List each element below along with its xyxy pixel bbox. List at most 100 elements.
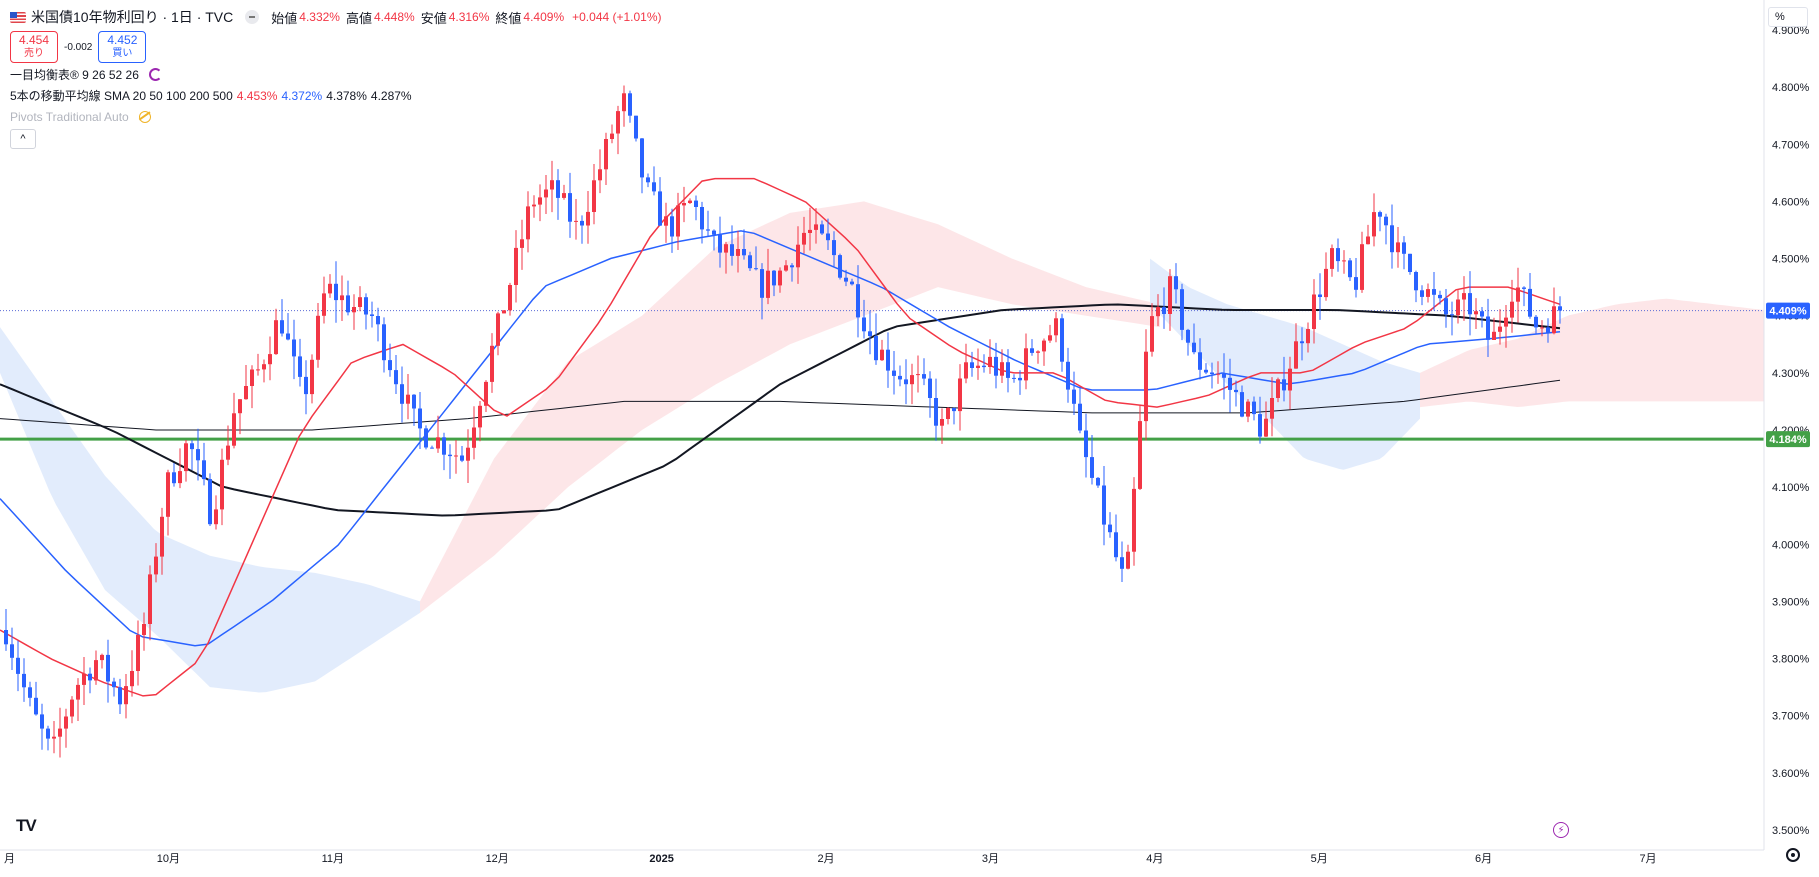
- candle-body: [1150, 316, 1154, 352]
- candle-body: [1318, 294, 1322, 297]
- y-tick-label: 4.000%: [1772, 539, 1810, 551]
- flash-icon[interactable]: ⚡: [1553, 822, 1569, 838]
- candle-body: [574, 220, 578, 222]
- x-tick-label: 11月: [322, 853, 344, 865]
- trade-row: 4.454 売り -0.002 4.452 買い: [10, 30, 662, 64]
- indicator-ichimoku[interactable]: 一目均衡表® 9 26 52 26: [10, 64, 662, 85]
- cloud-segment-2: [1150, 258, 1420, 470]
- candle-body: [652, 182, 656, 192]
- hidden-eye-icon[interactable]: [138, 110, 151, 123]
- candle-body: [1474, 311, 1478, 315]
- candle-body: [1348, 260, 1352, 278]
- candle-body: [124, 686, 128, 705]
- minus-icon[interactable]: [245, 10, 260, 24]
- buy-button[interactable]: 4.452 買い: [98, 31, 147, 63]
- candle-body: [1372, 212, 1376, 237]
- y-tick-label: 3.500%: [1772, 825, 1810, 837]
- candle-body: [508, 285, 512, 311]
- indicator-sma[interactable]: 5本の移動平均線 SMA 20 50 100 200 500 4.453% 4.…: [10, 85, 662, 106]
- candle-body: [970, 362, 974, 368]
- candle-body: [982, 365, 986, 368]
- last-price-tag-text: 4.409%: [1769, 306, 1807, 318]
- price-axis[interactable]: 4.900%4.800%4.700%4.600%4.500%4.400%4.30…: [1772, 25, 1810, 837]
- candle-body: [790, 265, 794, 268]
- candle-body: [1366, 236, 1370, 245]
- candle-body: [112, 681, 116, 688]
- candle-body: [16, 657, 20, 674]
- candle-body: [160, 516, 164, 557]
- candle-body: [784, 265, 788, 271]
- candle-body: [1546, 327, 1550, 334]
- x-tick-label: 10月: [157, 853, 180, 865]
- y-tick-label: 4.900%: [1772, 25, 1810, 37]
- candle-body: [538, 197, 542, 205]
- candle-body: [550, 180, 554, 190]
- candle-body: [1516, 287, 1520, 302]
- candle-body: [520, 239, 524, 248]
- candle-body: [1396, 242, 1400, 253]
- candle-body: [328, 283, 332, 294]
- candle-body: [1300, 341, 1304, 344]
- candle-body: [226, 445, 230, 460]
- chart-legend: 米国債10年物利回り · 1日 · TVC 始値 4.332% 高値 4.448…: [10, 6, 662, 149]
- indicator-pivots[interactable]: Pivots Traditional Auto: [10, 106, 662, 127]
- candle-body: [688, 200, 692, 203]
- candle-body: [1210, 372, 1214, 374]
- time-axis[interactable]: 月 10月 11月 12月 2025 2月 3月 4月 5月 6月 7月: [4, 853, 1657, 865]
- candle-body: [1306, 329, 1310, 344]
- candle-body: [964, 362, 968, 379]
- candle-body: [454, 455, 458, 457]
- candle-body: [268, 354, 272, 365]
- candle-body: [604, 139, 608, 170]
- candle-body: [526, 206, 530, 240]
- symbol-title[interactable]: 米国債10年物利回り · 1日 · TVC: [31, 9, 234, 25]
- candle-body: [532, 204, 536, 207]
- buy-price: 4.452: [107, 33, 138, 47]
- candle-body: [1390, 225, 1394, 253]
- candle-body: [1360, 244, 1364, 290]
- y-tick-label: 4.100%: [1772, 482, 1810, 494]
- candle-body: [1324, 268, 1328, 298]
- candle-body: [1336, 248, 1340, 262]
- candle-body: [1084, 430, 1088, 458]
- candle-body: [1312, 294, 1316, 329]
- candle-body: [658, 191, 662, 226]
- candle-body: [820, 224, 824, 234]
- candle-body: [1558, 306, 1562, 311]
- candle-body: [418, 408, 422, 429]
- y-tick-label: 3.800%: [1772, 654, 1810, 666]
- candle-body: [1480, 311, 1484, 317]
- candle-body: [64, 716, 68, 729]
- unit-button[interactable]: %: [1768, 7, 1808, 27]
- candle-body: [958, 378, 962, 412]
- candle-body: [760, 269, 764, 298]
- cloud-segment-3: [1420, 298, 1764, 408]
- candle-body: [664, 216, 668, 226]
- candle-body: [1240, 392, 1244, 417]
- candle-body: [406, 394, 410, 404]
- x-tick-label: 月: [4, 853, 15, 865]
- candle-body: [256, 369, 260, 371]
- tradingview-logo[interactable]: TV: [16, 816, 37, 835]
- candle-body: [142, 624, 146, 635]
- sell-button[interactable]: 4.454 売り: [10, 31, 58, 63]
- close-label: 終値: [495, 10, 522, 26]
- low-value: 4.316%: [448, 10, 490, 24]
- sma-value-200: 4.287%: [370, 88, 412, 103]
- candle-body: [1018, 377, 1022, 381]
- candle-body: [316, 315, 320, 360]
- candle-body: [22, 673, 26, 688]
- sma-label: 5本の移動平均線 SMA 20 50 100 200 500: [10, 89, 233, 103]
- candle-body: [430, 447, 434, 449]
- candle-body: [1204, 369, 1208, 373]
- candle-body: [742, 249, 746, 256]
- candle-body: [1186, 329, 1190, 343]
- y-tick-label: 4.500%: [1772, 254, 1810, 266]
- candle-body: [640, 138, 644, 178]
- candle-body: [514, 247, 518, 285]
- collapse-legend-button[interactable]: ^: [10, 129, 36, 149]
- settings-gear-icon[interactable]: [1786, 848, 1800, 862]
- change-value: +0.044 (+1.01%): [572, 10, 662, 24]
